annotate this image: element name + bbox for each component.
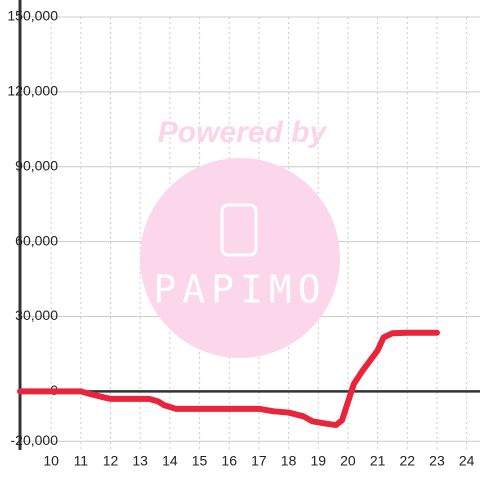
x-tick-label: 12 xyxy=(103,453,119,469)
x-tick-label: 19 xyxy=(310,453,326,469)
x-tick-label: 21 xyxy=(370,453,386,469)
y-tick-label: 30,000 xyxy=(15,307,58,323)
x-tick-label: 23 xyxy=(429,453,445,469)
watermark-circle xyxy=(140,158,340,358)
x-tick-label: 22 xyxy=(400,453,416,469)
x-tick-label: 10 xyxy=(43,453,59,469)
watermark-text: Powered by xyxy=(158,116,328,149)
x-tick-label: 14 xyxy=(162,453,178,469)
watermark: Powered by PAPIMO xyxy=(140,116,340,358)
y-tick-label: 60,000 xyxy=(15,232,58,248)
x-tick-label: 17 xyxy=(251,453,267,469)
data-line xyxy=(17,329,440,429)
y-tick-label: 90,000 xyxy=(15,157,58,173)
x-tick-label: 11 xyxy=(74,453,89,469)
x-tick-label: 18 xyxy=(281,453,297,469)
y-tick-label: 150,000 xyxy=(7,8,58,24)
phone-icon xyxy=(220,203,258,257)
y-tick-label: -20,000 xyxy=(11,432,59,448)
y-tick-label: 120,000 xyxy=(7,83,58,99)
x-tick-label: 16 xyxy=(221,453,237,469)
x-tick-label: 13 xyxy=(132,453,148,469)
x-tick-label: 15 xyxy=(192,453,208,469)
x-tick-label: 24 xyxy=(459,453,475,469)
watermark-logo: PAPIMO xyxy=(153,268,326,312)
x-tick-label: 20 xyxy=(340,453,356,469)
